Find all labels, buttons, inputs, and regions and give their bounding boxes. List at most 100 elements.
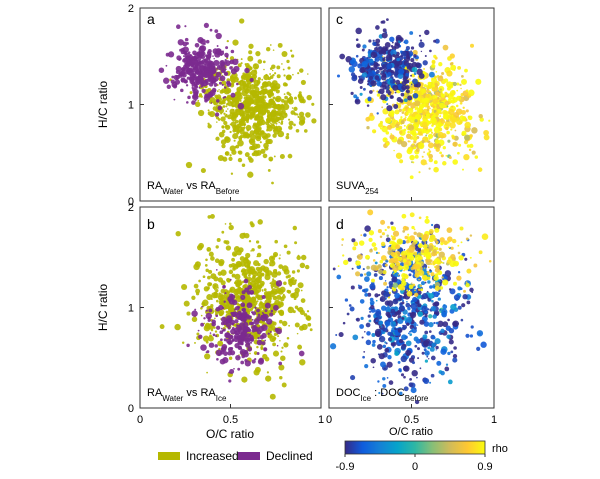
data-point	[221, 143, 226, 149]
data-point	[426, 110, 430, 114]
x-ticks-c	[328, 197, 495, 201]
data-point	[159, 324, 165, 330]
data-point	[465, 282, 470, 288]
data-point	[384, 56, 386, 59]
data-point	[417, 274, 420, 277]
data-point	[386, 58, 389, 61]
data-point	[442, 279, 449, 286]
data-point	[430, 305, 436, 312]
data-point	[351, 267, 354, 270]
data-point	[435, 345, 439, 350]
data-point	[227, 350, 232, 356]
data-point	[222, 346, 226, 350]
data-point	[406, 113, 409, 116]
data-point	[435, 349, 437, 351]
data-point	[402, 299, 404, 302]
data-point	[391, 41, 394, 44]
data-point	[341, 244, 344, 246]
data-point	[418, 288, 421, 291]
data-point	[411, 73, 415, 78]
data-point	[253, 318, 260, 325]
data-point	[390, 95, 394, 99]
data-point	[298, 111, 305, 117]
data-point	[255, 240, 260, 244]
data-point	[422, 233, 429, 241]
colorbar-gradient	[344, 440, 486, 455]
data-point	[207, 48, 212, 54]
data-point	[380, 333, 382, 335]
data-point	[372, 259, 376, 262]
data-point	[364, 58, 367, 62]
data-point	[401, 334, 407, 341]
data-point	[252, 123, 258, 130]
data-point	[233, 253, 237, 256]
data-point	[263, 74, 270, 81]
data-point	[292, 73, 294, 76]
data-point	[355, 271, 361, 277]
data-point	[226, 39, 229, 43]
data-point	[293, 112, 297, 116]
data-point	[465, 333, 470, 338]
data-point	[401, 301, 405, 305]
data-point	[459, 111, 462, 113]
data-point	[426, 163, 428, 165]
data-point	[407, 124, 415, 131]
data-point	[306, 310, 310, 313]
data-point	[256, 339, 263, 346]
data-point	[250, 134, 257, 141]
data-point	[291, 276, 295, 281]
data-point	[291, 270, 296, 274]
data-point	[437, 137, 439, 140]
data-point	[224, 114, 228, 118]
data-point	[370, 305, 375, 310]
data-point	[270, 122, 272, 125]
data-point	[377, 264, 382, 269]
data-point	[208, 251, 214, 257]
data-point	[375, 251, 379, 255]
data-point	[174, 323, 181, 331]
data-point	[422, 60, 428, 66]
data-point	[406, 316, 413, 323]
data-point	[307, 322, 312, 327]
data-point	[193, 263, 200, 271]
data-point	[248, 104, 251, 107]
data-point	[263, 288, 267, 292]
data-point	[379, 296, 386, 302]
data-point	[423, 151, 425, 153]
data-point	[423, 348, 427, 352]
data-point	[397, 274, 400, 276]
data-point	[407, 130, 410, 134]
data-point	[257, 219, 263, 225]
data-point	[200, 344, 207, 351]
data-point	[429, 269, 432, 271]
data-point	[251, 248, 255, 252]
data-point	[370, 51, 377, 59]
data-point	[367, 314, 371, 318]
data-point	[453, 346, 457, 350]
data-point	[311, 102, 315, 106]
data-point	[422, 334, 428, 340]
data-point	[397, 256, 403, 262]
data-point	[419, 39, 423, 42]
scatter-points-d	[329, 209, 492, 405]
data-point	[243, 117, 245, 120]
data-point	[374, 67, 378, 70]
data-point	[241, 311, 248, 318]
data-point	[412, 143, 415, 146]
data-point	[183, 300, 190, 307]
data-point	[281, 265, 289, 272]
data-point	[461, 303, 466, 308]
data-point	[356, 253, 363, 260]
data-point	[463, 153, 470, 161]
data-point	[207, 335, 214, 342]
data-point	[188, 55, 194, 61]
data-point	[181, 283, 188, 291]
data-point	[425, 215, 429, 219]
data-point	[422, 267, 427, 272]
data-point	[428, 314, 433, 319]
data-point	[430, 272, 435, 277]
data-point	[229, 145, 236, 152]
data-point	[460, 87, 462, 90]
data-point	[350, 91, 354, 95]
